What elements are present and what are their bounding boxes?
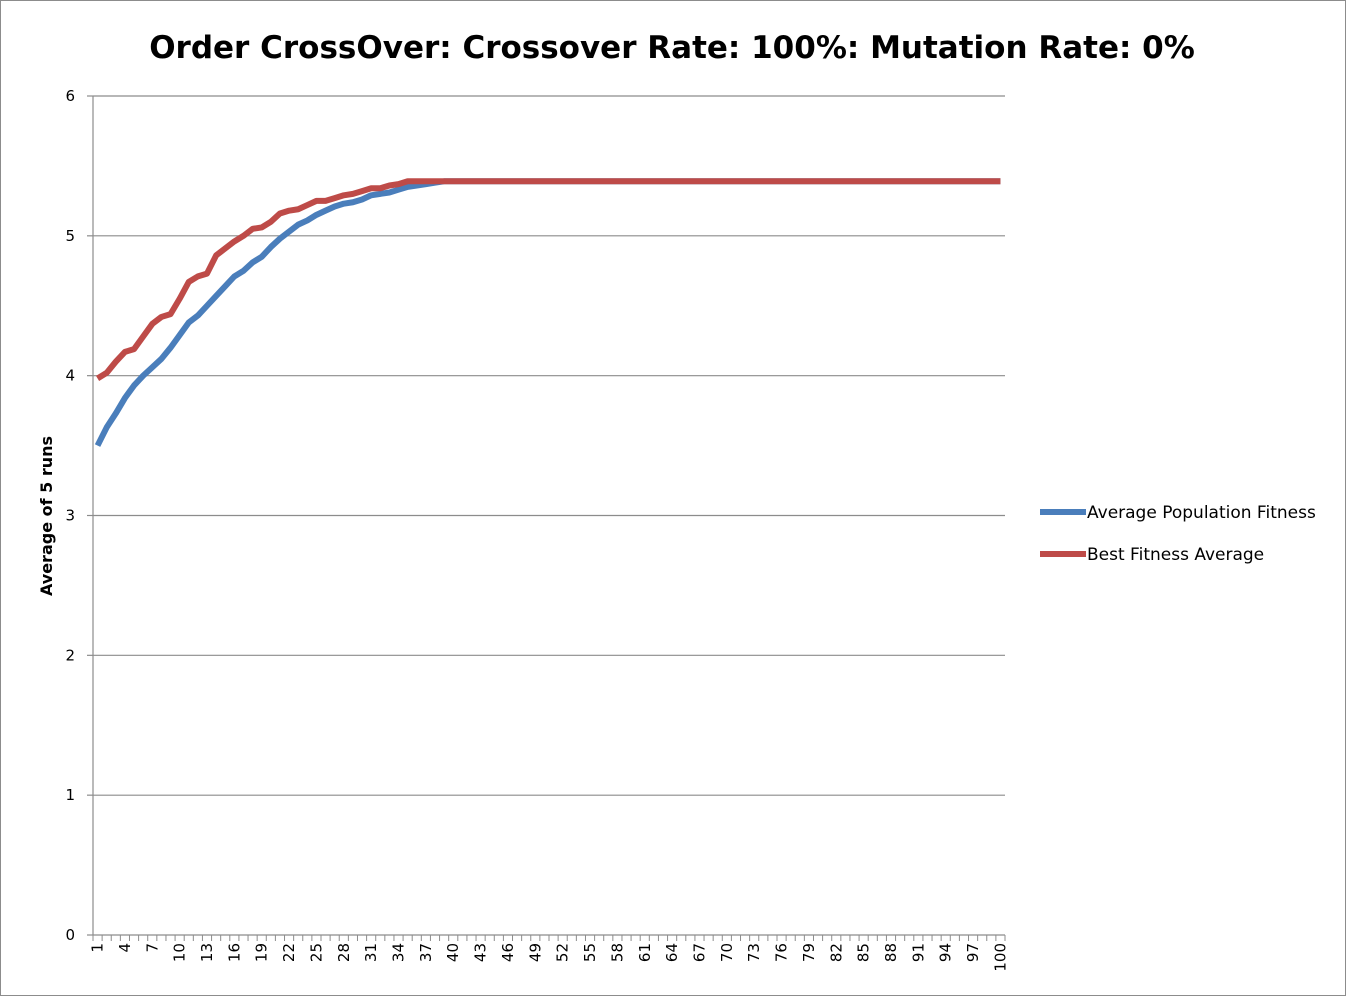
- series-line-0: [94, 178, 1001, 447]
- x-tick-label-88: 88: [882, 943, 900, 962]
- y-tick-label-4: 4: [65, 367, 75, 385]
- x-tick-label-19: 19: [253, 943, 271, 962]
- legend-entry-0[interactable]: Average Population Fitness: [1040, 503, 1316, 523]
- x-tick-label-91: 91: [909, 943, 927, 962]
- x-tick-label-73: 73: [745, 943, 763, 962]
- x-tick-label-16: 16: [225, 943, 243, 962]
- y-tick-label-1: 1: [65, 786, 75, 804]
- y-tick-label-0: 0: [65, 926, 75, 944]
- x-tick-label-46: 46: [499, 943, 517, 962]
- chart-title: Order CrossOver: Crossover Rate: 100%: M…: [149, 30, 1195, 66]
- x-tick-labels: 1 4 7 10 13 16 19 22 25 28 31 34 37 40 43 46 49 52 55 58 61 6…: [89, 943, 1010, 972]
- x-tick-label-97: 97: [964, 943, 982, 962]
- x-tick-label-37: 37: [417, 943, 435, 962]
- x-tick-label-28: 28: [335, 943, 353, 962]
- x-tick-label-34: 34: [390, 943, 408, 962]
- y-tick-label-6: 6: [65, 87, 75, 105]
- x-tick-label-76: 76: [773, 943, 791, 962]
- x-tick-label-31: 31: [362, 943, 380, 962]
- x-tick-label-4: 4: [116, 943, 134, 953]
- y-tick-label-3: 3: [65, 507, 75, 525]
- y-tick-label-5: 5: [65, 227, 75, 245]
- series-lines: [94, 178, 1001, 447]
- x-tick-label-52: 52: [554, 943, 572, 962]
- legend-label-0: Average Population Fitness: [1087, 503, 1316, 523]
- x-tick-label-13: 13: [198, 943, 216, 962]
- x-tick-label-61: 61: [636, 943, 654, 962]
- legend-label-1: Best Fitness Average: [1087, 545, 1264, 565]
- y-tick-labels: 0 1 2 3 4 5 6: [65, 87, 75, 944]
- x-tick-label-85: 85: [855, 943, 873, 962]
- x-tick-label-22: 22: [280, 943, 298, 962]
- x-tick-label-64: 64: [663, 943, 681, 962]
- x-tick-label-10: 10: [171, 943, 189, 962]
- x-tick-label-40: 40: [444, 943, 462, 962]
- grid-lines: [87, 95, 1005, 936]
- axes: [92, 96, 1006, 941]
- x-tick-label-94: 94: [937, 943, 955, 962]
- x-tick-label-25: 25: [307, 943, 325, 962]
- y-axis-label: Average of 5 runs: [37, 436, 56, 596]
- x-tick-label-79: 79: [800, 943, 818, 962]
- x-tick-label-70: 70: [718, 943, 736, 962]
- series-line-1: [95, 178, 1001, 382]
- x-tick-label-49: 49: [526, 943, 544, 962]
- x-tick-label-100: 100: [991, 943, 1009, 972]
- legend[interactable]: Average Population Fitness Best Fitness A…: [1040, 503, 1316, 565]
- x-tick-label-55: 55: [581, 943, 599, 962]
- x-tick-label-82: 82: [827, 943, 845, 962]
- x-tick-label-43: 43: [472, 943, 490, 962]
- x-tick-label-67: 67: [690, 943, 708, 962]
- legend-entry-1[interactable]: Best Fitness Average: [1040, 545, 1264, 565]
- x-tick-label-58: 58: [608, 943, 626, 962]
- x-tick-label-7: 7: [143, 943, 161, 953]
- x-tick-label-1: 1: [89, 943, 107, 953]
- y-tick-label-2: 2: [65, 646, 75, 664]
